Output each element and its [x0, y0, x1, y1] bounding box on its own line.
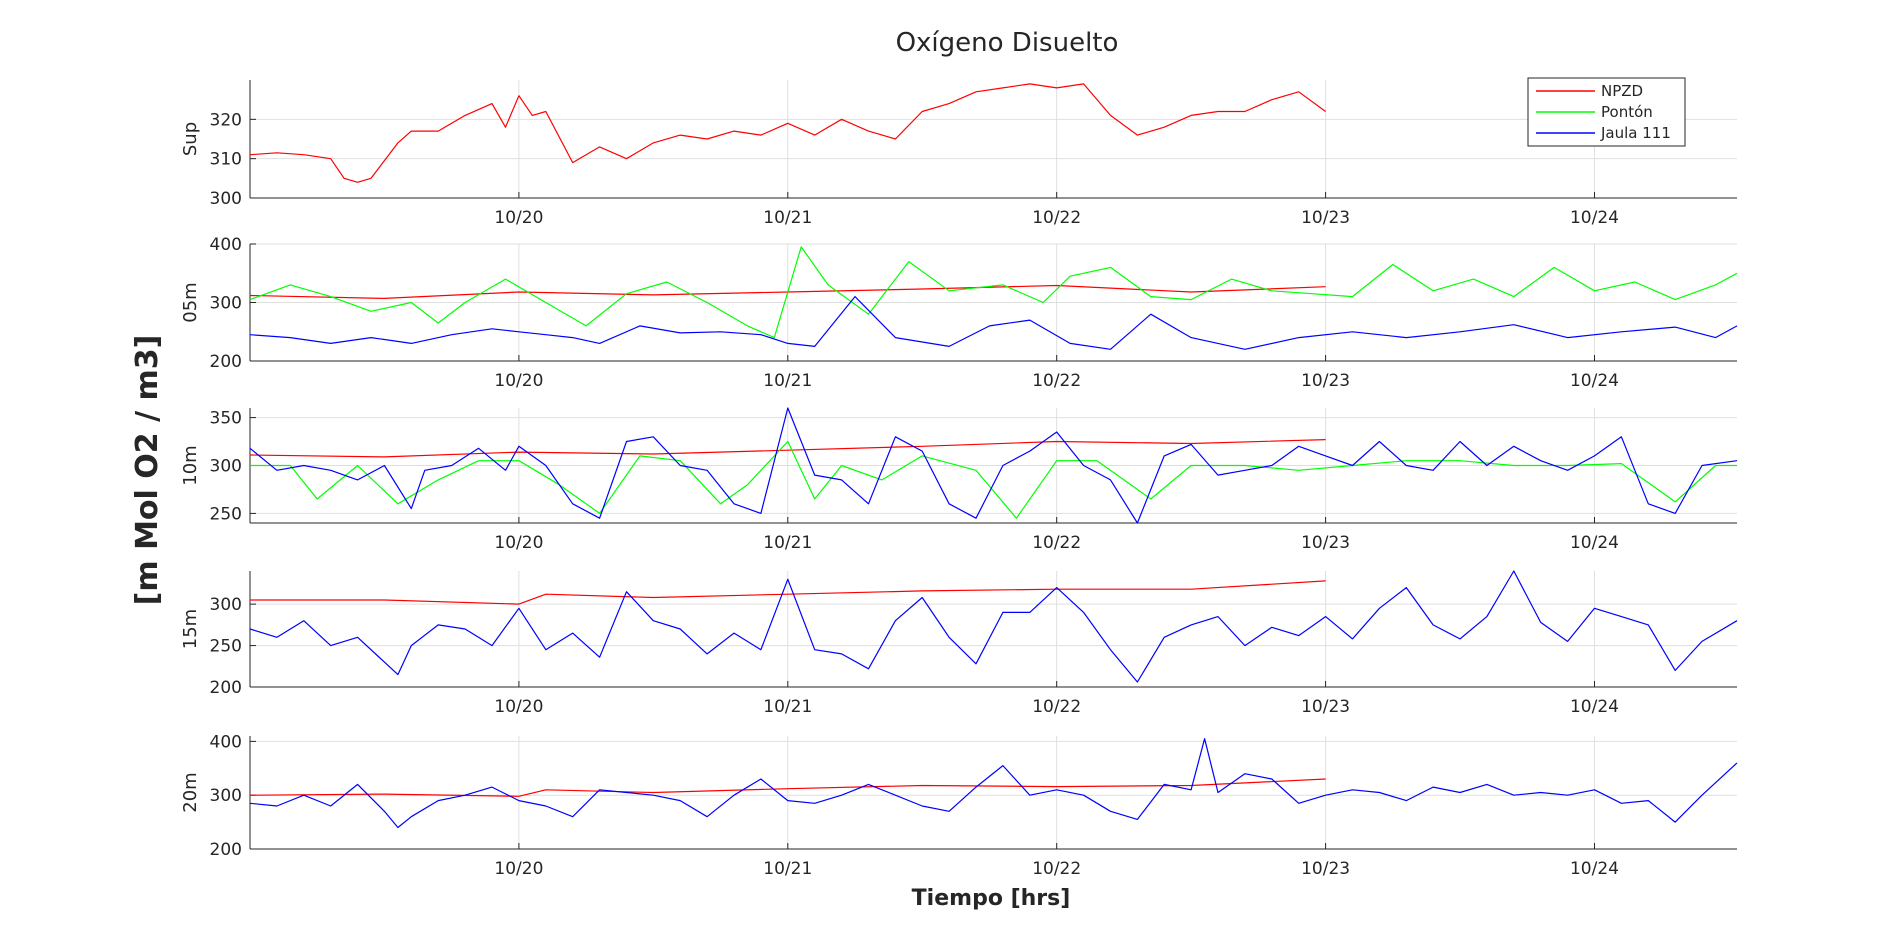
y-tick-label: 300: [210, 294, 242, 314]
x-tick-label: 10/23: [1301, 859, 1350, 879]
x-tick-label: 10/23: [1301, 208, 1350, 228]
legend-label: NPZD: [1601, 82, 1643, 100]
y-tick-label: 200: [210, 678, 242, 698]
panel-15m: 200 250 300 10/20 10/21 10/22 10/23 10/24 15m: [180, 570, 1738, 717]
x-tick-label: 10/24: [1570, 208, 1619, 228]
x-tick-label: 10/22: [1032, 208, 1081, 228]
x-tick-label: 10/23: [1301, 697, 1350, 717]
x-tick-label: 10/20: [494, 697, 543, 717]
legend-label: Pontón: [1601, 103, 1653, 121]
series-line-npzd: [249, 778, 1326, 797]
series-line-jaula-111: [249, 738, 1738, 829]
y-tick-label: 300: [210, 457, 242, 477]
x-tick-label: 10/21: [763, 533, 812, 553]
x-tick-label: 10/22: [1032, 533, 1081, 553]
x-tick-label: 10/22: [1032, 697, 1081, 717]
legend-label: Jaula 111: [1600, 124, 1671, 142]
x-tick-label: 10/22: [1032, 859, 1081, 879]
series-line-npzd: [250, 580, 1326, 605]
series-line-pont-n: [249, 246, 1738, 339]
x-tick-label: 10/21: [763, 859, 812, 879]
x-tick-label: 10/21: [763, 208, 812, 228]
series-line-jaula-111: [249, 407, 1738, 524]
y-tick-label: 200: [210, 352, 242, 372]
x-tick-label: 10/20: [494, 208, 543, 228]
y-tick-label: 400: [210, 235, 242, 255]
x-tick-label: 10/20: [494, 371, 543, 391]
series-line-pont-n: [250, 440, 1737, 519]
panel-ylabel: 10m: [180, 445, 201, 485]
x-axis-title: Tiempo [hrs]: [912, 886, 1071, 911]
y-tick-label: 320: [210, 110, 242, 130]
panel-Sup: 300 310 320 10/20 10/21 10/22 10/23 10/24 Sup NPZ…: [180, 77, 1737, 228]
series-line-npzd: [249, 83, 1326, 183]
panel-ylabel: 15m: [180, 609, 201, 649]
y-tick-label: 200: [210, 840, 242, 860]
chart-title: Oxígeno Disuelto: [896, 28, 1119, 58]
x-tick-label: 10/23: [1301, 371, 1350, 391]
x-tick-label: 10/24: [1570, 371, 1619, 391]
x-tick-label: 10/20: [494, 533, 543, 553]
y-tick-label: 300: [210, 595, 242, 615]
panel-05m: 200 300 400 10/20 10/21 10/22 10/23 10/24 05m: [180, 235, 1738, 391]
x-tick-label: 10/22: [1032, 371, 1081, 391]
x-tick-label: 10/24: [1570, 859, 1619, 879]
x-tick-label: 10/23: [1301, 533, 1350, 553]
x-tick-label: 10/20: [494, 859, 543, 879]
x-tick-label: 10/24: [1570, 533, 1619, 553]
legend: NPZD Pontón Jaula 111: [1527, 77, 1686, 147]
series-line-jaula-111: [249, 570, 1738, 683]
y-tick-label: 350: [210, 409, 242, 429]
y-tick-label: 310: [210, 150, 242, 170]
panel-20m: 200 300 400 10/20 10/21 10/22 10/23 10/24 20m: [180, 732, 1738, 879]
panel-ylabel: Sup: [180, 122, 201, 156]
panel-10m: 250 300 350 10/20 10/21 10/22 10/23 10/24 10m: [180, 407, 1738, 553]
y-axis-title: [m Mol O2 / m3]: [130, 335, 165, 606]
panel-ylabel: 20m: [180, 772, 201, 812]
y-tick-label: 250: [210, 504, 242, 524]
panel-ylabel: 05m: [180, 282, 201, 322]
x-tick-label: 10/21: [763, 371, 812, 391]
series-line-npzd: [249, 439, 1326, 458]
x-tick-label: 10/21: [763, 697, 812, 717]
series-line-jaula-111: [249, 296, 1738, 350]
y-tick-label: 250: [210, 637, 242, 657]
y-tick-label: 400: [210, 732, 242, 752]
y-tick-label: 300: [210, 786, 242, 806]
x-tick-label: 10/24: [1570, 697, 1619, 717]
y-tick-label: 300: [210, 189, 242, 209]
subplots: 300 310 320 10/20 10/21 10/22 10/23 10/24 Sup NPZ…: [180, 77, 1738, 879]
